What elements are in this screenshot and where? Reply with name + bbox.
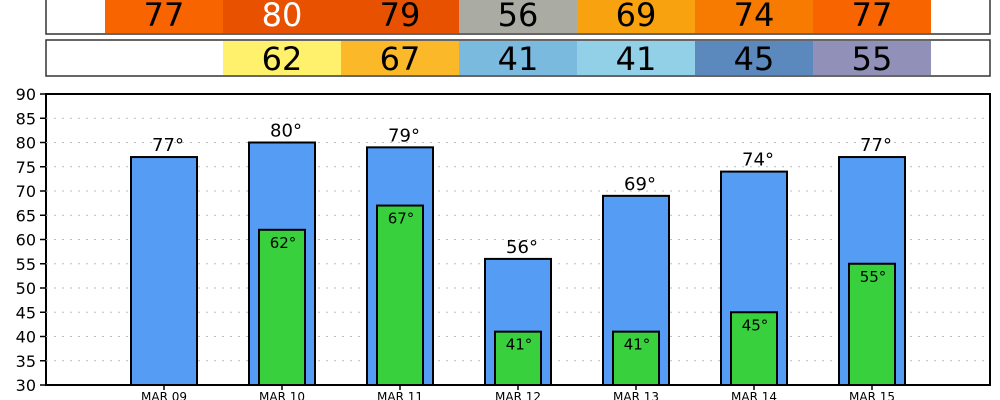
strip-cell	[813, 41, 931, 75]
low-bar-label: 45°	[742, 316, 769, 334]
strip-value: 74	[734, 0, 775, 34]
high-bar-label: 80°	[270, 121, 302, 142]
x-tick-label: MAR 12	[495, 390, 541, 400]
strip-cell	[577, 41, 695, 75]
high-bar-label: 77°	[860, 135, 892, 156]
high-bar-label: 56°	[506, 237, 538, 258]
y-tick-label: 55	[16, 255, 36, 274]
strip-value: 41	[498, 40, 539, 78]
high-temperature-strip: 77 80 79 56 69 74 77	[45, 0, 991, 35]
strip-cell	[223, 41, 341, 75]
strip-value: 79	[380, 0, 421, 34]
strip-cell	[695, 0, 813, 33]
strip-cell	[577, 0, 695, 33]
x-tick-label: MAR 09	[141, 390, 187, 400]
strip-value: 69	[616, 0, 657, 34]
strip-value: 80	[262, 0, 303, 34]
y-tick-label: 50	[16, 279, 36, 298]
low-bar	[730, 311, 778, 386]
low-bar	[494, 330, 542, 386]
low-bar-label: 41°	[624, 336, 651, 354]
strip-value: 77	[144, 0, 185, 34]
y-tick-label: 90	[16, 85, 36, 104]
y-tick-label: 45	[16, 303, 36, 322]
strip-cell	[341, 41, 459, 75]
y-tick-label: 85	[16, 109, 36, 128]
strip-cell	[223, 0, 341, 33]
y-tick-label: 35	[16, 352, 36, 371]
x-tick-label: MAR 11	[377, 390, 423, 400]
strip-cell	[459, 0, 577, 33]
y-tick-label: 70	[16, 182, 36, 201]
high-bar-label: 79°	[388, 125, 420, 146]
y-tick-label: 80	[16, 134, 36, 153]
x-tick-label: MAR 14	[731, 390, 777, 400]
strip-cell	[105, 0, 223, 33]
strip-value: 62	[262, 40, 303, 78]
low-bar-label: 55°	[860, 268, 887, 286]
y-tick-label: 65	[16, 206, 36, 225]
x-tick-label: MAR 15	[849, 390, 895, 400]
x-tick-label: MAR 13	[613, 390, 659, 400]
strip-value: 67	[380, 40, 421, 78]
high-bar-label: 77°	[152, 135, 184, 156]
high-bar-label: 69°	[624, 174, 656, 195]
low-bar-label: 62°	[270, 234, 297, 252]
high-bar	[130, 156, 198, 386]
strip-value: 55	[852, 40, 893, 78]
low-bar-label: 41°	[506, 336, 533, 354]
strip-value: 56	[498, 0, 539, 34]
low-bar	[376, 204, 424, 386]
strip-value: 41	[616, 40, 657, 78]
x-tick-label: MAR 10	[259, 390, 305, 400]
high-bar-label: 74°	[742, 150, 774, 171]
strip-cell	[459, 41, 577, 75]
low-temperature-strip: 62 67 41 41 45 55	[45, 39, 991, 78]
strip-cell	[695, 41, 813, 75]
strip-value: 77	[852, 0, 893, 34]
y-tick-label: 40	[16, 328, 36, 347]
y-tick-label: 30	[16, 376, 36, 395]
y-tick-label: 75	[16, 158, 36, 177]
strip-cell	[813, 0, 931, 33]
strip-cell	[341, 0, 459, 33]
strip-value: 45	[734, 40, 775, 78]
y-tick-label: 60	[16, 231, 36, 250]
low-bar-label: 67°	[388, 210, 415, 228]
low-bar	[258, 228, 306, 386]
low-bar	[848, 262, 896, 386]
